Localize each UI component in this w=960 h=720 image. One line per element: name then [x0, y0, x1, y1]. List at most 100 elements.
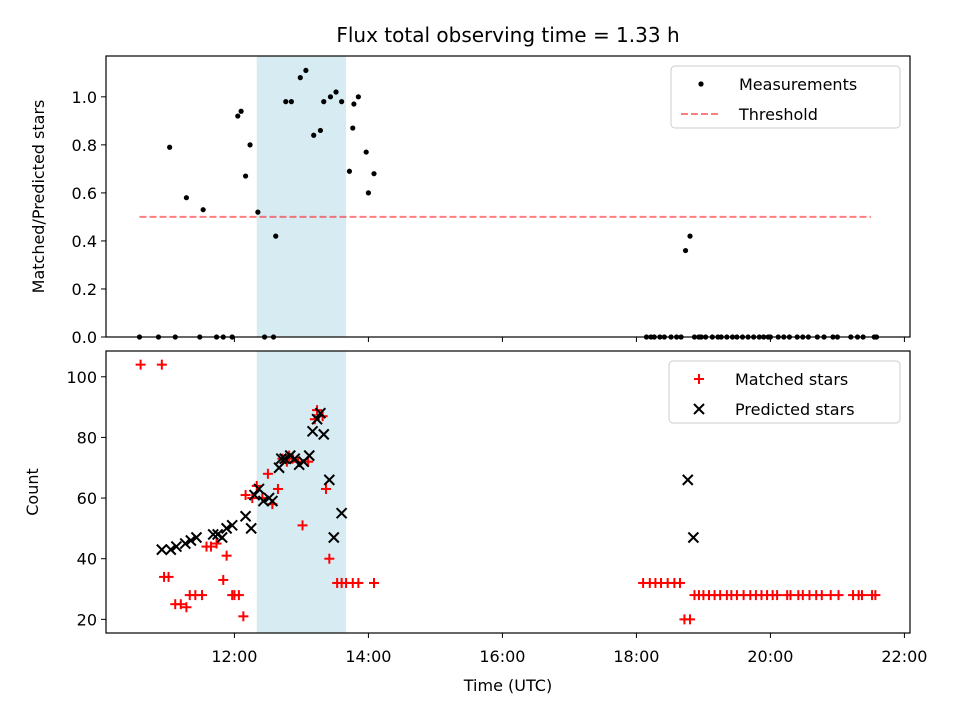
predicted-star-marker-b — [682, 474, 694, 486]
predicted-star-marker-b — [303, 449, 315, 462]
measurement-point — [351, 101, 357, 107]
matched-star-marker — [833, 590, 844, 601]
measurement-point — [288, 99, 294, 105]
predicted-star-marker — [687, 531, 700, 544]
measurement-point — [321, 99, 327, 105]
matched-star-marker — [870, 590, 881, 601]
predicted-star-marker-b — [239, 510, 252, 522]
measurement-point — [682, 247, 689, 254]
matched-star-marker — [685, 614, 696, 625]
predicted-star-marker — [190, 531, 203, 544]
predicted-star-marker-b — [179, 537, 191, 550]
predicted-star-marker — [207, 528, 219, 541]
bottom-xtick-label: 22:00 — [881, 647, 927, 666]
matched-star-marker — [205, 541, 216, 552]
predicted-star-marker — [165, 543, 177, 556]
predicted-star-marker — [245, 522, 257, 535]
bottom-axes-frame — [105, 350, 911, 634]
matched-star-marker — [816, 590, 827, 601]
measurement-point — [273, 233, 279, 239]
matched-star-marker — [324, 553, 335, 564]
top-legend: Measurements Threshold — [670, 65, 901, 129]
matched-star-marker — [175, 599, 186, 610]
measurement-point — [183, 195, 189, 201]
predicted-star-marker — [273, 462, 285, 474]
predicted-star-marker-b — [220, 522, 233, 535]
measurement-point — [363, 149, 369, 155]
bottom-xtick-label: 12:00 — [211, 647, 257, 666]
predicted-star-marker-b — [190, 531, 203, 544]
predicted-star-marker-b — [165, 543, 177, 556]
predicted-star-marker-b — [314, 407, 327, 419]
matched-star-marker — [297, 520, 308, 531]
bottom-ytick-label: 80 — [77, 428, 97, 447]
matched-star-marker — [238, 611, 249, 622]
matched-star-marker — [197, 590, 208, 601]
predicted-star-marker — [328, 531, 340, 544]
bottom-ytick-label: 40 — [77, 550, 97, 569]
bottom-legend-label: Matched stars — [735, 370, 848, 389]
top-ytick-label: 0.6 — [72, 184, 97, 203]
bottom-legend: Matched stars Predicted stars — [668, 360, 901, 424]
predicted-star-marker — [314, 407, 327, 419]
measurement-point — [247, 142, 253, 148]
predicted-star-marker-b — [170, 540, 183, 553]
predicted-star-marker — [179, 537, 191, 550]
top-ytick-label: 0.2 — [72, 280, 97, 299]
predicted-star-marker — [682, 474, 694, 486]
predicted-star-marker-b — [245, 522, 257, 535]
measurement-point — [235, 113, 241, 119]
bottom-ytick-label: 20 — [77, 610, 97, 629]
predicted-star-marker-b — [275, 452, 288, 465]
top-plot: 0.0 0.2 0.4 0.6 0.8 1.0 Matched/Predicted star… — [29, 55, 911, 347]
predicted-star-marker — [303, 449, 315, 462]
predicted-star-marker-b — [284, 449, 296, 462]
xlabel: Time (UTC) — [463, 676, 552, 695]
top-shaded-interval — [256, 56, 347, 337]
predicted-star-marker — [253, 483, 265, 495]
matched-star-marker — [262, 468, 273, 479]
predicted-star-marker — [311, 413, 323, 425]
predicted-star-marker-b — [216, 531, 228, 544]
measurement-point — [238, 108, 244, 114]
measurement-point — [333, 89, 339, 95]
predicted-star-marker-b — [185, 534, 197, 547]
predicted-star-marker — [185, 534, 197, 547]
predicted-star-marker-b — [289, 452, 301, 465]
predicted-star-marker — [257, 495, 270, 507]
bottom-ytick-label: 60 — [77, 489, 97, 508]
matched-star-marker — [211, 538, 222, 549]
measurement-point — [317, 127, 323, 134]
top-ytick-label: 0.0 — [72, 328, 97, 347]
bottom-xtick-label: 18:00 — [613, 647, 659, 666]
predicted-star-marker-b — [207, 528, 219, 541]
predicted-star-marker — [275, 452, 288, 465]
top-axes-frame — [105, 55, 911, 338]
bottom-legend-box — [668, 360, 901, 424]
measurement-point — [687, 233, 693, 239]
measurement-point — [297, 75, 303, 81]
predicted-star-marker-b — [273, 462, 285, 474]
legend-predicted-marker-b — [693, 403, 705, 415]
legend-measurements-marker — [698, 81, 704, 87]
predicted-star-marker-b — [253, 483, 265, 495]
measurement-point — [200, 207, 206, 213]
predicted-star-marker-b — [687, 531, 700, 544]
predicted-star-marker-b — [257, 495, 270, 507]
matched-star-marker — [320, 483, 331, 494]
predicted-star-marker-b — [335, 507, 348, 519]
measurement-point — [242, 173, 249, 179]
predicted-star-marker-b — [266, 495, 279, 507]
measurement-point — [311, 132, 317, 138]
predicted-star-marker — [266, 495, 279, 507]
matched-star-marker — [272, 483, 283, 494]
top-ytick-label: 0.8 — [72, 136, 97, 155]
top-ytick-label: 1.0 — [72, 88, 97, 107]
matched-star-marker — [856, 590, 867, 601]
measurement-point — [365, 190, 372, 196]
matched-star-marker — [181, 602, 192, 613]
bottom-plot: 20 40 60 80 100 12:00 14:00 16:00 18:00 20:00 22:0… — [23, 350, 927, 695]
measurement-point — [167, 144, 173, 150]
predicted-star-marker — [323, 474, 336, 486]
